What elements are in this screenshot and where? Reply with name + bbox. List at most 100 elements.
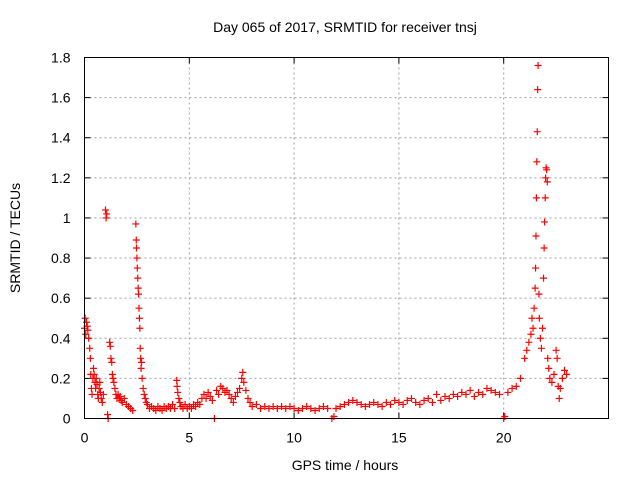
- data-point: [395, 398, 403, 406]
- data-point: [278, 402, 286, 410]
- data-point: [534, 62, 542, 70]
- data-point: [84, 326, 92, 334]
- data-point: [101, 206, 109, 214]
- data-point: [530, 304, 538, 312]
- data-point: [92, 374, 100, 382]
- data-point: [319, 402, 327, 410]
- data-point: [110, 378, 118, 386]
- data-point: [107, 354, 115, 362]
- data-point: [552, 346, 560, 354]
- data-point: [181, 400, 189, 408]
- x-tick-label: 15: [391, 430, 407, 446]
- data-point: [252, 400, 260, 408]
- data-point: [387, 400, 395, 408]
- data-point: [391, 396, 399, 404]
- y-tick-label: 0: [63, 411, 71, 427]
- data-point: [143, 400, 151, 408]
- data-point: [282, 404, 290, 412]
- data-point: [370, 398, 378, 406]
- data-point: [90, 364, 98, 372]
- data-point: [236, 384, 244, 392]
- data-point: [542, 174, 550, 182]
- data-point: [558, 374, 566, 382]
- data-point: [137, 354, 145, 362]
- data-point: [196, 400, 204, 408]
- x-axis-title: GPS time / hours: [292, 457, 399, 473]
- data-point: [139, 384, 147, 392]
- data-point: [466, 386, 474, 394]
- data-point: [229, 398, 237, 406]
- data-point: [132, 236, 140, 244]
- data-point: [173, 376, 181, 384]
- data-point: [298, 404, 306, 412]
- data-point: [382, 398, 390, 406]
- data-point: [120, 394, 128, 402]
- tick-labels: 0 5 10 15 20 0 0.2 0.4 0.6 0.8 1 1.2 1.4 1.6 1.8: [51, 50, 512, 446]
- data-point: [449, 390, 457, 398]
- data-point: [428, 398, 436, 406]
- data-point: [311, 406, 319, 414]
- data-point: [104, 410, 112, 418]
- data-point: [169, 400, 177, 408]
- data-point: [433, 390, 441, 398]
- data-point: [134, 284, 142, 292]
- data-point: [106, 342, 114, 350]
- data-point: [158, 406, 166, 414]
- data-point: [238, 374, 246, 382]
- data-point: [420, 396, 428, 404]
- data-point: [529, 324, 537, 332]
- data-point: [97, 394, 105, 402]
- data-point: [550, 370, 558, 378]
- data-point: [202, 394, 210, 402]
- y-tick-label: 1.4: [51, 130, 71, 146]
- data-point: [504, 388, 512, 396]
- data-point: [108, 358, 116, 366]
- data-point: [225, 390, 233, 398]
- data-point: [81, 314, 89, 322]
- data-point: [96, 378, 104, 386]
- data-point: [234, 388, 242, 396]
- data-point: [533, 158, 541, 166]
- data-point: [135, 304, 143, 312]
- y-axis-title: SRMTID / TECUs: [7, 183, 23, 293]
- data-point: [111, 384, 119, 392]
- data-point: [532, 232, 540, 240]
- y-tick-label: 1: [63, 210, 71, 226]
- x-tick-label: 5: [185, 430, 193, 446]
- data-point: [532, 264, 540, 272]
- y-tick-label: 1.2: [51, 170, 71, 186]
- data-point: [152, 406, 160, 414]
- data-point: [483, 384, 491, 392]
- data-point: [528, 314, 536, 322]
- data-point: [536, 334, 544, 342]
- data-point: [215, 390, 223, 398]
- data-point: [541, 194, 549, 202]
- y-tick-label: 1.8: [51, 50, 71, 66]
- data-point: [454, 392, 462, 400]
- data-point: [543, 178, 551, 186]
- data-point: [487, 386, 495, 394]
- data-point: [244, 394, 252, 402]
- data-point: [445, 394, 453, 402]
- x-tick-label: 0: [81, 430, 89, 446]
- data-point: [171, 404, 179, 412]
- data-point: [187, 404, 195, 412]
- data-point: [141, 394, 149, 402]
- data-point: [231, 392, 239, 400]
- data-points: [81, 62, 571, 422]
- data-point: [556, 384, 564, 392]
- data-point: [491, 388, 499, 396]
- data-point: [132, 244, 140, 252]
- data-point: [527, 330, 535, 338]
- axis-ticks: [84, 57, 609, 419]
- data-point: [290, 404, 298, 412]
- data-point: [540, 244, 548, 252]
- data-point: [176, 398, 184, 406]
- data-point: [227, 394, 235, 402]
- data-point: [140, 390, 148, 398]
- data-point: [273, 404, 281, 412]
- data-point: [525, 338, 533, 346]
- data-point: [116, 392, 124, 400]
- data-point: [109, 374, 117, 382]
- data-point: [345, 398, 353, 406]
